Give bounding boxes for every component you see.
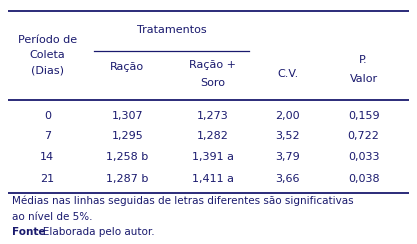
Text: (Dias): (Dias): [31, 66, 64, 76]
Text: 1,307: 1,307: [112, 111, 143, 121]
Text: Tratamentos: Tratamentos: [137, 25, 206, 35]
Text: 7: 7: [44, 131, 51, 141]
Text: 0,038: 0,038: [348, 174, 379, 184]
Text: C.V.: C.V.: [277, 69, 298, 79]
Text: 3,79: 3,79: [275, 152, 300, 162]
Text: 1,287 b: 1,287 b: [106, 174, 148, 184]
Text: 3,66: 3,66: [275, 174, 300, 184]
Text: Ração: Ração: [111, 62, 145, 72]
Text: P.: P.: [359, 55, 368, 65]
Text: Período de: Período de: [18, 35, 77, 45]
Text: Fonte: Fonte: [13, 227, 46, 237]
Text: 2,00: 2,00: [275, 111, 300, 121]
Text: Soro: Soro: [200, 78, 225, 88]
Text: 1,273: 1,273: [197, 111, 229, 121]
Text: 0,159: 0,159: [348, 111, 379, 121]
Text: 14: 14: [40, 152, 55, 162]
Text: 21: 21: [40, 174, 55, 184]
Text: ao nível de 5%.: ao nível de 5%.: [13, 212, 93, 222]
Text: Valor: Valor: [349, 74, 378, 84]
Text: 0,722: 0,722: [348, 131, 379, 141]
Text: 1,295: 1,295: [112, 131, 143, 141]
Text: 0: 0: [44, 111, 51, 121]
Text: 1,391 a: 1,391 a: [191, 152, 234, 162]
Text: 1,411 a: 1,411 a: [191, 174, 234, 184]
Text: Coleta: Coleta: [30, 50, 65, 60]
Text: 0,033: 0,033: [348, 152, 379, 162]
Text: Médias nas linhas seguidas de letras diferentes são significativas: Médias nas linhas seguidas de letras dif…: [13, 196, 354, 206]
Text: 1,258 b: 1,258 b: [106, 152, 148, 162]
Text: : Elaborada pelo autor.: : Elaborada pelo autor.: [35, 227, 154, 237]
Text: 3,52: 3,52: [275, 131, 300, 141]
Text: Ração +: Ração +: [189, 60, 236, 70]
Text: 1,282: 1,282: [196, 131, 229, 141]
